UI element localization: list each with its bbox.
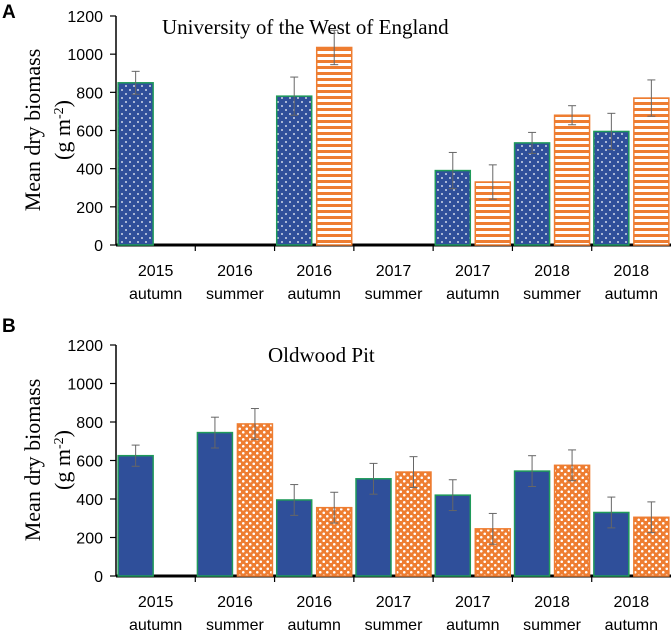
bar-solid-blue — [117, 454, 154, 577]
x-tick-label-season: autumn — [605, 617, 658, 634]
chart-panel-b: B Oldwood Pit Mean dry biomass (g m-2) 0… — [2, 316, 671, 634]
panel-label-b: B — [2, 316, 16, 337]
x-tick-label-year: 2016 — [296, 263, 332, 280]
x-tick-label-year: 2016 — [296, 594, 332, 611]
panel-label-a: A — [2, 2, 16, 23]
y-axis-label-line1: Mean dry biomass — [20, 379, 45, 542]
x-tick-label-season: summer — [523, 286, 581, 303]
x-tick-label-year: 2017 — [455, 594, 491, 611]
bar-stripes-orange — [633, 97, 670, 246]
y-tick-label: 200 — [76, 200, 103, 217]
chart-panel-a: A University of the West of England Mean… — [2, 2, 671, 303]
y-tick-label: 600 — [76, 454, 103, 471]
x-tick-label-season: autumn — [446, 617, 499, 634]
y-tick-label: 0 — [94, 569, 103, 586]
bar-solid-blue — [196, 431, 234, 577]
y-axis-label-line2: (g m-2) — [50, 100, 75, 160]
bar-checker-orange — [395, 471, 432, 577]
y-tick-label: 1200 — [67, 338, 103, 355]
y-axis-label-line2: (g m-2) — [50, 430, 75, 490]
x-tick-label-season: summer — [523, 617, 581, 634]
x-tick-label-year: 2015 — [138, 594, 174, 611]
y-tick-label: 1000 — [67, 47, 103, 64]
x-tick-label-season: autumn — [288, 617, 341, 634]
bar-checker-orange — [553, 464, 591, 577]
x-tick-label-year: 2017 — [376, 594, 412, 611]
bar-solid-blue — [513, 470, 551, 577]
x-tick-label-year: 2018 — [534, 263, 570, 280]
y-tick-label: 200 — [76, 531, 103, 548]
x-tick-label-season: summer — [206, 286, 264, 303]
x-tick-label-year: 2018 — [614, 263, 650, 280]
y-tick-label: 400 — [76, 162, 103, 179]
y-axis-label: Mean dry biomass (g m-2) — [20, 49, 75, 212]
y-tick-label: 800 — [76, 415, 103, 432]
y-tick-label: 600 — [76, 124, 103, 141]
x-tick-label-year: 2017 — [455, 263, 491, 280]
x-tick-label-season: autumn — [288, 286, 341, 303]
x-tick-label-year: 2018 — [534, 594, 570, 611]
y-tick-label: 1200 — [67, 9, 103, 26]
y-axis-label: Mean dry biomass (g m-2) — [20, 379, 75, 542]
x-tick-label-season: summer — [365, 617, 423, 634]
y-tick-label: 800 — [76, 85, 103, 102]
y-tick-label: 0 — [94, 238, 103, 255]
x-tick-label-year: 2016 — [217, 594, 253, 611]
x-tick-label-season: autumn — [446, 286, 499, 303]
chart-title: University of the West of England — [162, 15, 449, 39]
x-tick-label-year: 2016 — [217, 263, 253, 280]
chart-title: Oldwood Pit — [268, 343, 375, 367]
bar-checker-orange — [236, 423, 274, 577]
y-axis-label-line1: Mean dry biomass — [20, 49, 45, 212]
x-tick-label-season: autumn — [605, 286, 658, 303]
y-tick-label: 1000 — [67, 377, 103, 394]
x-tick-label-season: autumn — [129, 617, 182, 634]
x-tick-label-year: 2018 — [614, 594, 650, 611]
x-tick-label-season: autumn — [129, 286, 182, 303]
bar-solid-blue — [355, 478, 392, 577]
bar-dots-blue — [513, 142, 551, 246]
x-tick-label-season: summer — [365, 286, 423, 303]
bar-solid-blue — [593, 511, 630, 577]
bar-dots-blue — [275, 95, 313, 246]
x-tick-label-season: summer — [206, 617, 264, 634]
bar-stripes-orange — [553, 114, 591, 246]
x-tick-label-year: 2017 — [376, 263, 412, 280]
bar-stripes-orange — [315, 46, 353, 246]
bar-dots-blue — [117, 82, 154, 246]
y-tick-label: 400 — [76, 492, 103, 509]
x-tick-label-year: 2015 — [138, 263, 174, 280]
